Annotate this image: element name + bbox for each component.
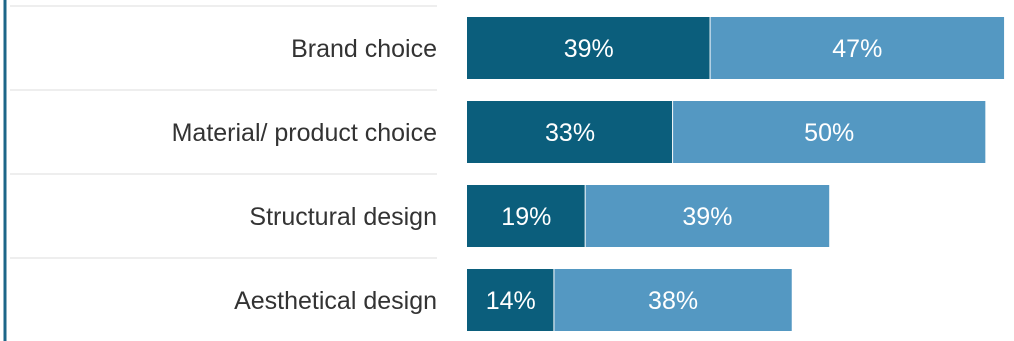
data-label: 19%	[501, 203, 551, 231]
data-label: 39%	[564, 35, 614, 63]
category-label: Material/ product choice	[172, 119, 437, 147]
data-label: 14%	[486, 287, 536, 315]
category-label: Brand choice	[291, 35, 437, 63]
data-label: 39%	[682, 203, 732, 231]
bar-segment-dark	[467, 269, 555, 331]
data-label: 38%	[648, 287, 698, 315]
category-label: Structural design	[249, 203, 437, 231]
grid-lines	[10, 5, 437, 259]
data-label: 47%	[832, 35, 882, 63]
data-label: 33%	[545, 119, 595, 147]
data-label: 50%	[804, 119, 854, 147]
category-label: Aesthetical design	[234, 287, 437, 315]
bars: 39% 47% 33% 50% 19% 39% 14% 38%	[467, 17, 1005, 331]
bar-segment-light	[554, 269, 792, 331]
category-labels: Brand choice Material/ product choice Stru…	[172, 35, 437, 315]
bar-segment-dark	[467, 101, 674, 163]
bar-segment-light	[585, 185, 830, 247]
bar-segment-light	[673, 101, 986, 163]
bar-segment-dark	[467, 17, 711, 79]
bar-segment-light	[710, 17, 1005, 79]
bar-segment-dark	[467, 185, 586, 247]
